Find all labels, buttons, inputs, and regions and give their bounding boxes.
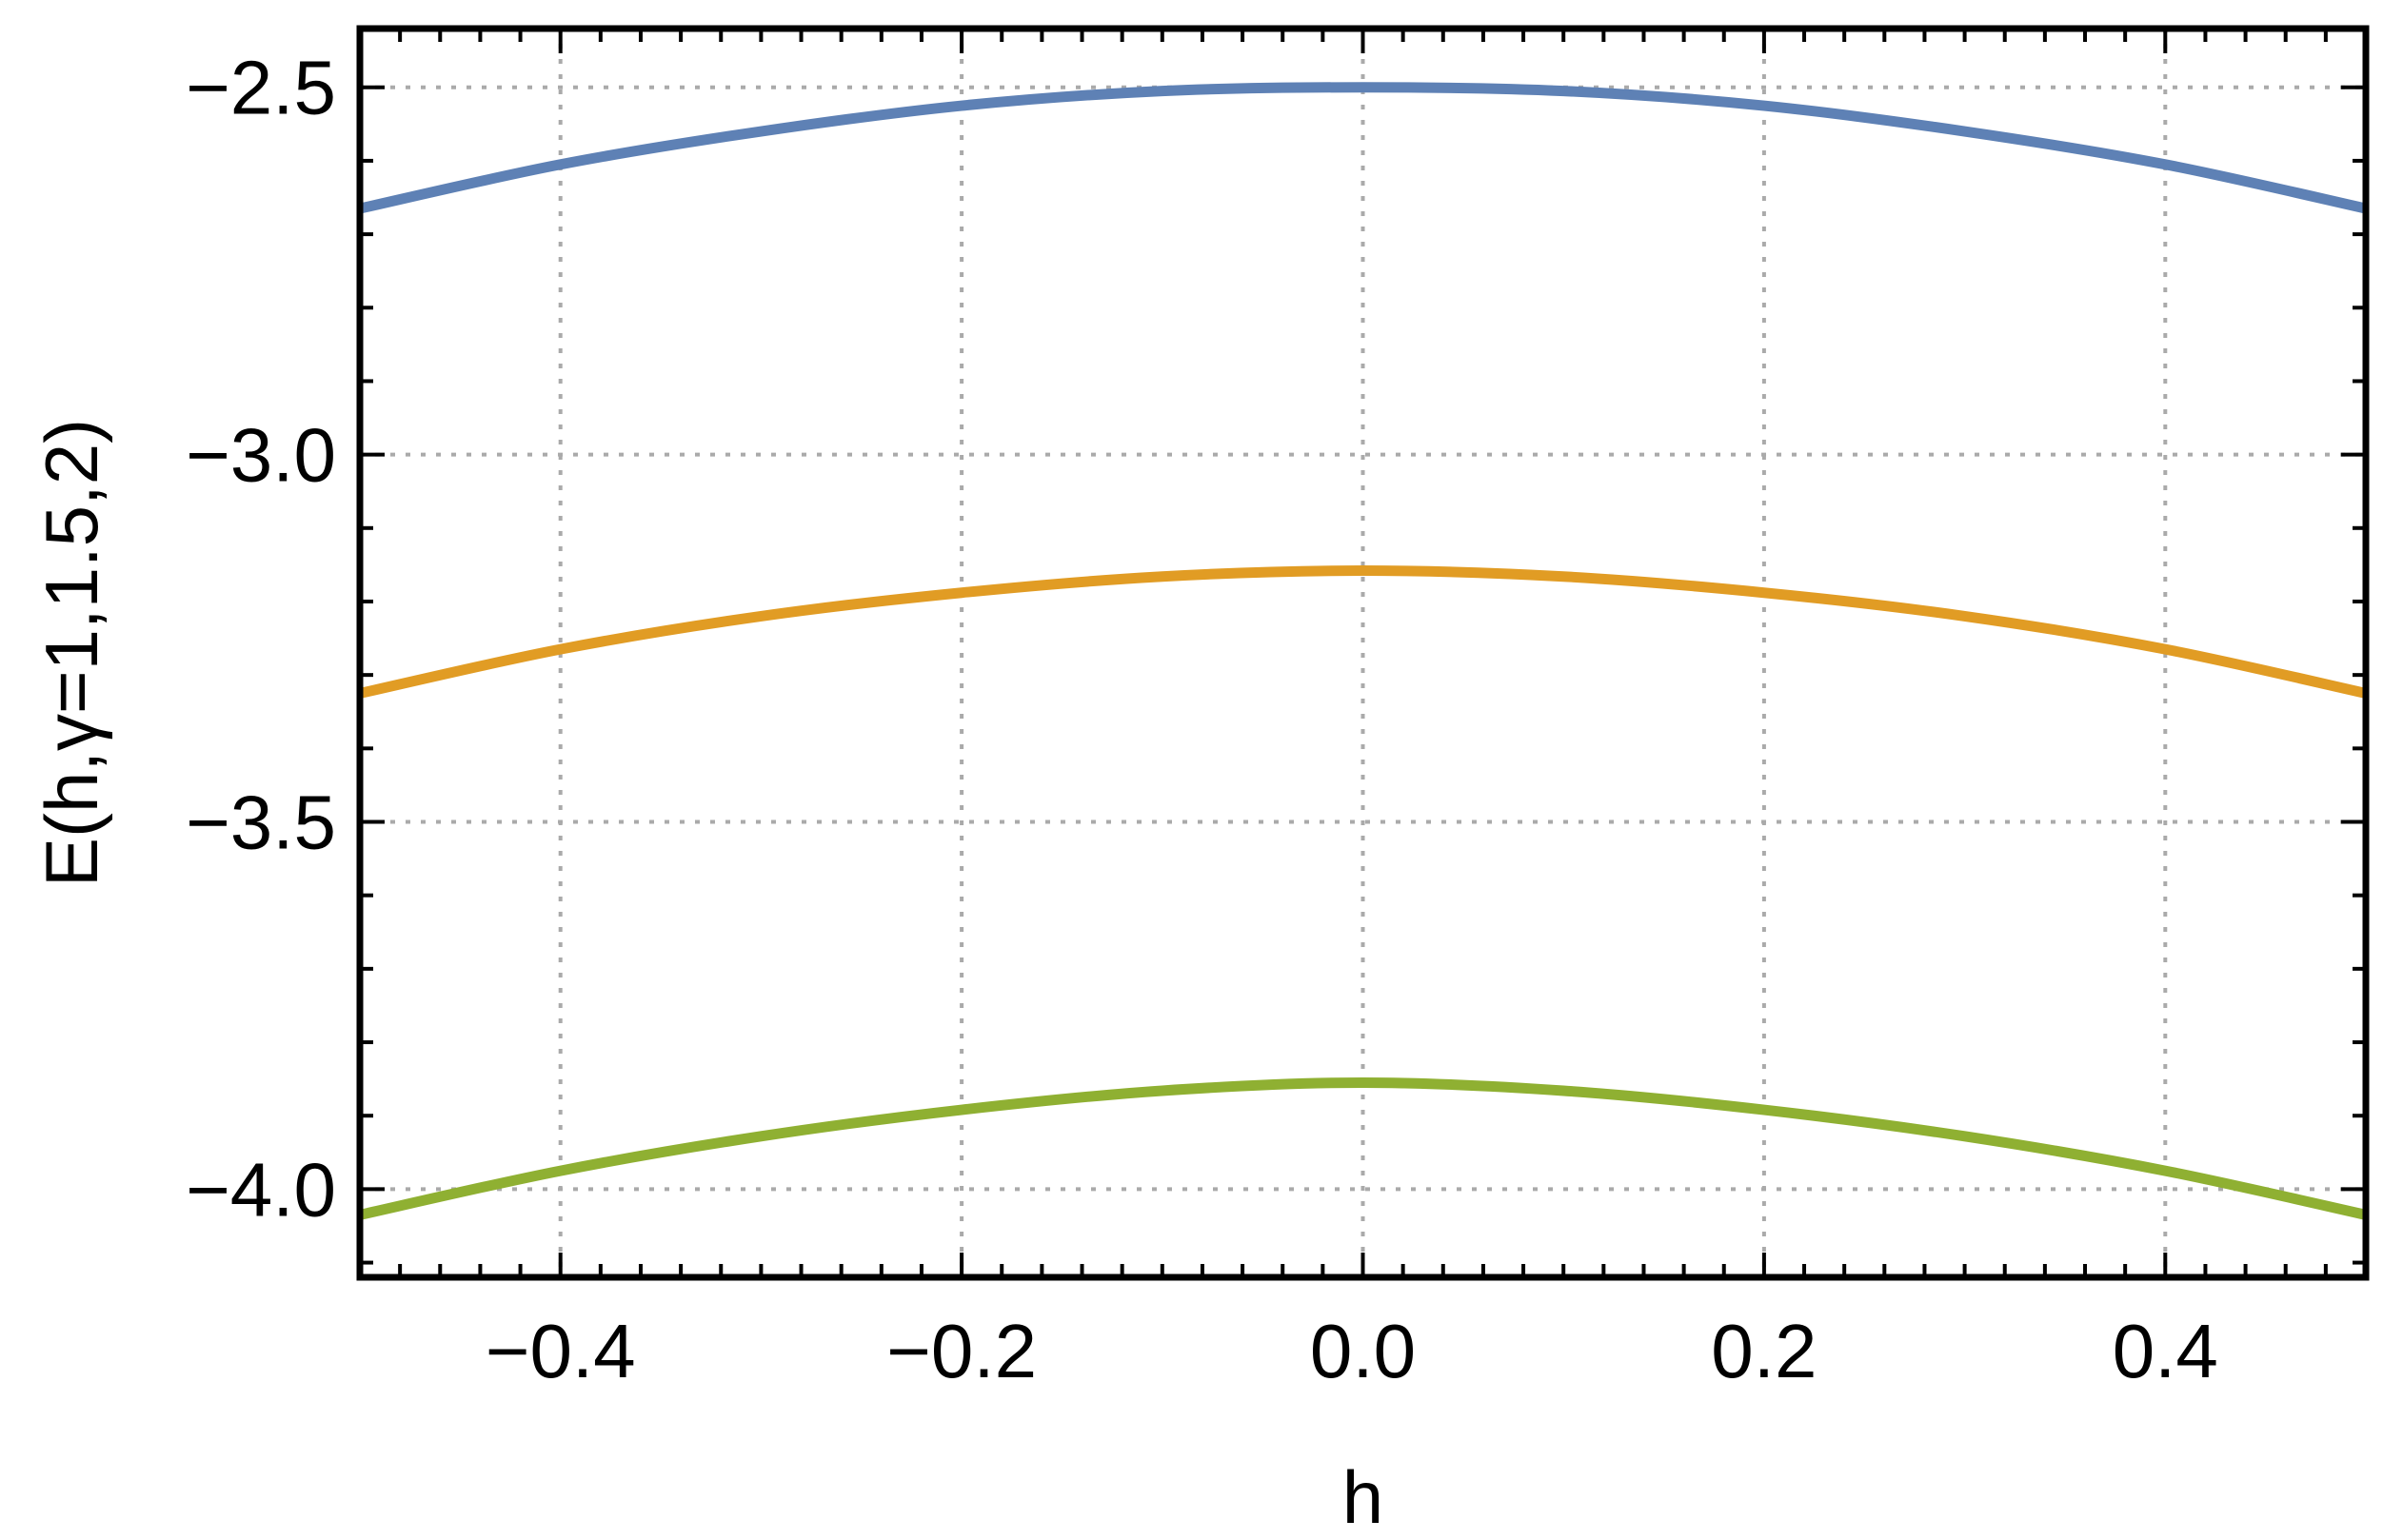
x-tick-label: −0.4 [486, 1309, 636, 1393]
grid [360, 29, 2366, 1277]
y-tick-labels: −2.5 −3.0 −3.5 −4.0 [186, 46, 336, 1233]
x-tick-label: 0.4 [2113, 1309, 2218, 1393]
x-tick-label: −0.2 [886, 1309, 1037, 1393]
y-tick-label: −3.0 [186, 413, 336, 498]
x-axis-label: h [1342, 1455, 1383, 1539]
series-line-1 [358, 82, 2368, 214]
series-line-3 [358, 1076, 2368, 1220]
x-tick-labels: −0.4 −0.2 0.0 0.2 0.4 [486, 1309, 2218, 1393]
x-tick-label: 0.2 [1711, 1309, 1817, 1393]
y-tick-label: −4.0 [186, 1147, 336, 1232]
series-group [358, 82, 2368, 1220]
series-line-2 [358, 565, 2368, 699]
plot-frame [356, 25, 2370, 1281]
y-tick-label: −2.5 [186, 46, 336, 130]
y-axis-label: E(h,γ=1,1.5,2) [30, 419, 113, 887]
y-tick-label: −3.5 [186, 780, 336, 865]
x-tick-label: 0.0 [1310, 1309, 1416, 1393]
